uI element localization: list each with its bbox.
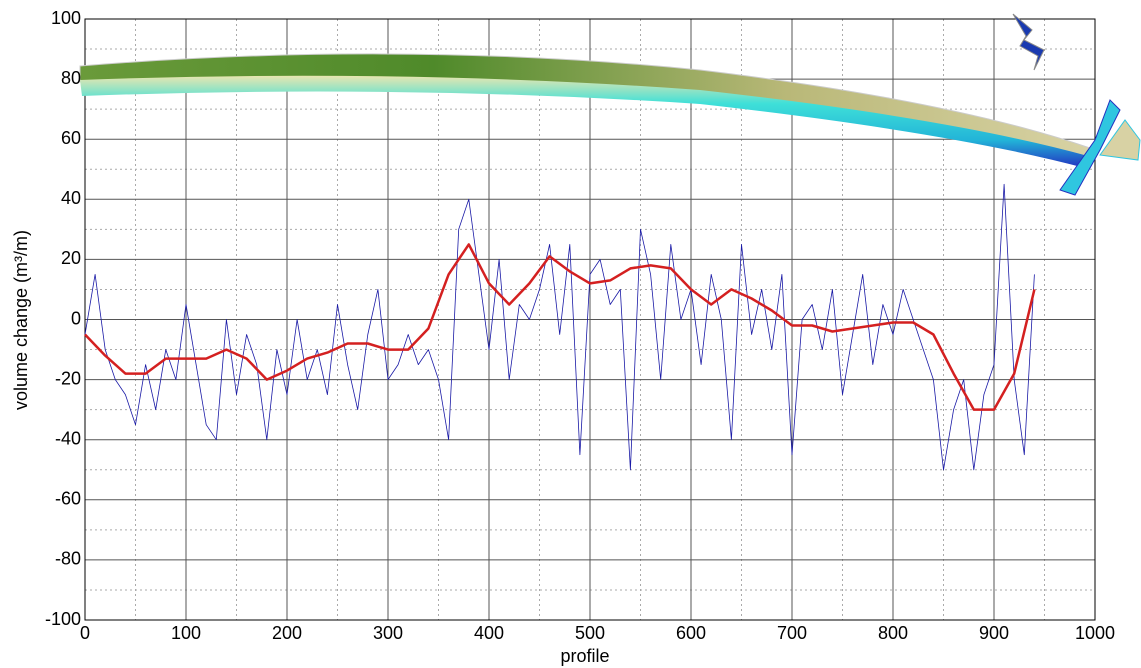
x-axis-title: profile: [560, 646, 609, 666]
y-axis-title: volume change (m³/m): [11, 230, 31, 410]
x-tick-label: 0: [80, 623, 90, 643]
data-line: [84, 183, 1035, 471]
x-tick-label: 400: [474, 623, 504, 643]
data-line: [84, 243, 1036, 411]
x-tick-label: 100: [171, 623, 201, 643]
y-tick-label: 40: [61, 188, 81, 208]
y-tick-label: 0: [71, 308, 81, 328]
x-tick-label: 300: [373, 623, 403, 643]
x-tick-label: 900: [979, 623, 1009, 643]
y-tick-label: -20: [55, 368, 81, 388]
x-tick-label: 500: [575, 623, 605, 643]
y-tick-label: -40: [55, 428, 81, 448]
x-tick-label: 200: [272, 623, 302, 643]
y-tick-label: -100: [45, 609, 81, 629]
island-map: [79, 13, 1141, 196]
x-tick-label: 600: [676, 623, 706, 643]
y-tick-label: 80: [61, 68, 81, 88]
y-tick-label: -80: [55, 549, 81, 569]
plot-frame: [84, 18, 1096, 621]
y-tick-label: -60: [55, 489, 81, 509]
x-tick-label: 1000: [1075, 623, 1115, 643]
x-tick-label: 800: [878, 623, 908, 643]
y-tick-label: 100: [51, 8, 81, 28]
y-tick-label: 20: [61, 248, 81, 268]
y-tick-label: 60: [61, 128, 81, 148]
x-tick-label: 700: [777, 623, 807, 643]
